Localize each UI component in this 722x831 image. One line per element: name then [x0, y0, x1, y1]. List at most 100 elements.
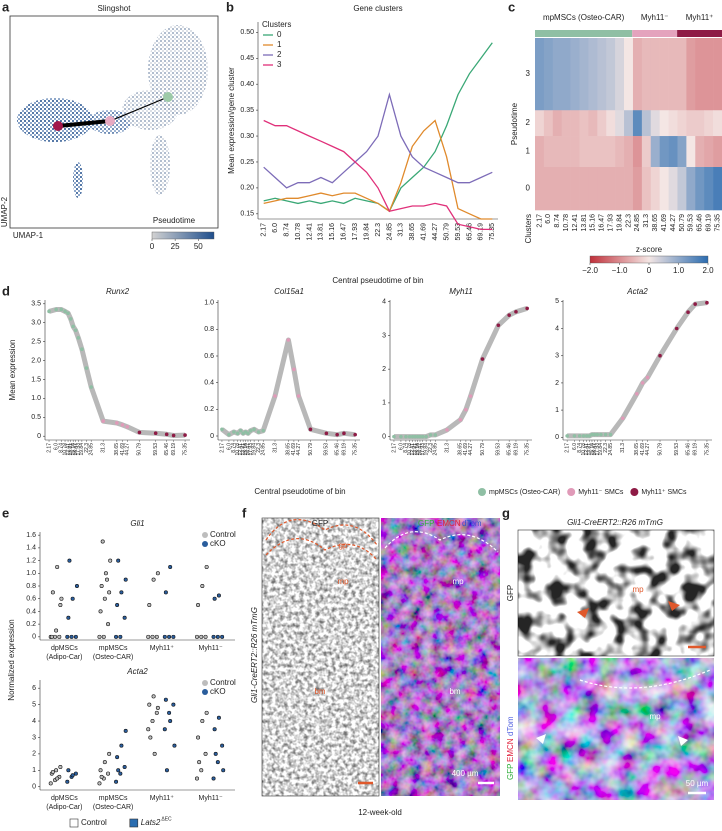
- heat-cell: [677, 136, 687, 168]
- heat-cell: [552, 136, 563, 168]
- heat-cell: [713, 110, 722, 137]
- x-tick-label: 24.85: [386, 223, 393, 241]
- point: [114, 634, 119, 639]
- trajectory-node: [53, 121, 63, 131]
- panel-letter: c: [508, 0, 515, 14]
- x-tick-label: 22.3: [256, 443, 262, 453]
- x-tick-label: 69.19: [478, 223, 485, 241]
- point: [686, 310, 690, 315]
- colorbar: [151, 231, 215, 240]
- fluorescence-texture: [518, 658, 714, 800]
- region-label: bm: [449, 687, 460, 696]
- y-tick-label: 1.0: [31, 395, 41, 402]
- point: [420, 434, 425, 439]
- heat-cell: [561, 136, 571, 168]
- point: [468, 394, 473, 398]
- axis-label: Pseudotime: [510, 102, 519, 145]
- point: [220, 427, 224, 432]
- point: [608, 432, 613, 437]
- chart-title: Acta2: [626, 287, 648, 296]
- heat-cell: [632, 110, 643, 137]
- point: [146, 634, 151, 639]
- point: [584, 434, 589, 438]
- x-tick-label: 17.93: [608, 214, 615, 232]
- x-tick-label: 16.47: [592, 443, 598, 456]
- point: [164, 432, 169, 437]
- point: [108, 558, 113, 563]
- x-tick-label: 17.93: [595, 443, 601, 456]
- heat-cell: [632, 38, 643, 111]
- heat-cell: [704, 110, 714, 137]
- heat-cell: [659, 136, 669, 168]
- heat-cell: [552, 110, 563, 137]
- legend-label: 0: [277, 30, 282, 39]
- colorbar-tick-label: 2.0: [702, 266, 714, 275]
- point: [116, 768, 121, 773]
- x-tick-label: 22.3: [375, 223, 382, 237]
- point: [581, 434, 586, 438]
- point: [101, 419, 105, 423]
- x-tick-label: Myh11⁻: [199, 645, 223, 652]
- trajectory: [57, 119, 111, 128]
- x-tick-label: 41.69: [661, 214, 668, 232]
- point: [216, 715, 221, 720]
- point: [115, 421, 119, 425]
- point: [115, 755, 120, 760]
- x-tick-label: 13.81: [68, 443, 74, 456]
- heat-cell: [713, 38, 722, 111]
- point: [194, 776, 199, 781]
- x-tick-label: 6.0: [272, 223, 279, 233]
- region-label: gp: [339, 541, 348, 550]
- panel-letter: b: [226, 0, 234, 14]
- point: [66, 768, 71, 773]
- image-title: GFP: [418, 519, 434, 528]
- y-tick-label: 2.0: [31, 357, 41, 364]
- y-tick-label: 0.4: [204, 380, 214, 387]
- x-tick-label: (Adipo-Car): [46, 804, 82, 811]
- x-tick-label: 17.93: [76, 443, 82, 456]
- heat-cell: [677, 38, 687, 111]
- legend-swatch: [478, 488, 486, 496]
- heat-cell: [588, 38, 598, 111]
- point: [407, 434, 412, 439]
- point: [292, 367, 296, 372]
- heat-cell: [570, 110, 580, 137]
- x-tick-label: Myh11⁺: [150, 645, 174, 652]
- x-tick-label: 17.93: [248, 443, 254, 456]
- heat-cell: [659, 167, 669, 211]
- point: [273, 394, 277, 398]
- y-tick-label: 0.35: [240, 107, 254, 114]
- x-tick-label: 50.79: [480, 443, 486, 456]
- group-bar: [535, 30, 633, 37]
- x-tick-label: 38.65: [286, 443, 292, 456]
- point: [590, 432, 594, 437]
- image-title: Gli1-CreERT2::R26 mTmG: [567, 518, 663, 527]
- heat-cell: [561, 110, 571, 137]
- axis-label: Mean expression/gene cluster: [227, 67, 236, 174]
- heat-cell: [597, 110, 607, 137]
- heat-cell: [668, 38, 678, 111]
- point: [84, 366, 89, 370]
- heat-cell: [579, 167, 589, 211]
- x-tick-label: 59.53: [688, 214, 695, 232]
- y-tick-label: 0: [37, 433, 41, 440]
- point: [172, 743, 177, 748]
- y-tick-label: 0.20: [240, 185, 254, 192]
- heat-cell: [650, 38, 660, 111]
- axis-label: Normalized expression: [7, 619, 16, 700]
- point: [248, 428, 253, 433]
- point: [220, 634, 225, 639]
- heat-cell: [686, 38, 696, 111]
- x-tick-label: 19.84: [598, 443, 604, 456]
- axis-label: UMAP-2: [0, 196, 9, 227]
- point: [212, 596, 217, 601]
- point: [58, 765, 63, 770]
- chart-title: Col15a1: [274, 287, 304, 296]
- y-tick-label: 3: [555, 353, 559, 360]
- x-tick-label: 13.81: [587, 443, 593, 456]
- y-tick-label: 0.8: [204, 326, 214, 333]
- y-tick-label: 0.2: [26, 621, 36, 628]
- point: [196, 735, 201, 740]
- x-tick-label: 8.74: [554, 214, 561, 228]
- legend-label: cKO: [210, 687, 226, 696]
